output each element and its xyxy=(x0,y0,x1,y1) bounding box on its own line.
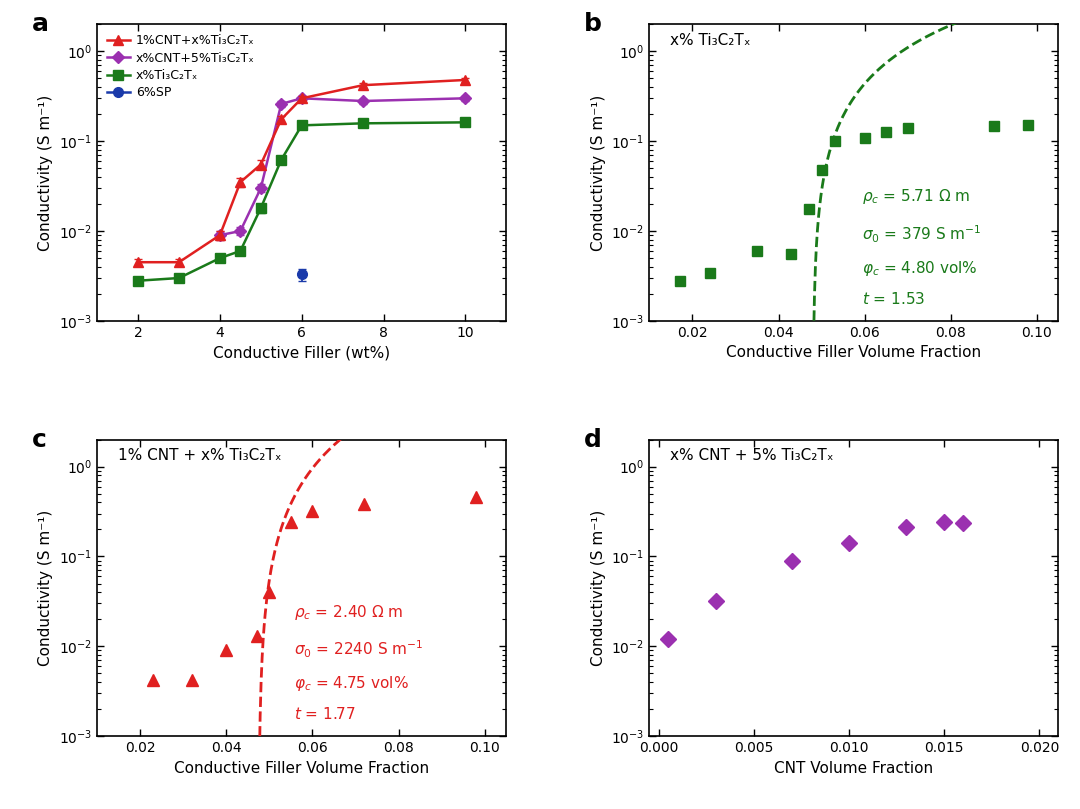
Y-axis label: Conductivity (S m⁻¹): Conductivity (S m⁻¹) xyxy=(591,95,606,251)
Text: b: b xyxy=(584,12,602,36)
Text: x% CNT + 5% Ti₃C₂Tₓ: x% CNT + 5% Ti₃C₂Tₓ xyxy=(670,448,834,464)
Y-axis label: Conductivity (S m⁻¹): Conductivity (S m⁻¹) xyxy=(39,95,54,251)
Text: x% Ti₃C₂Tₓ: x% Ti₃C₂Tₓ xyxy=(670,33,751,49)
Text: $\rho_c$ = 5.71 $\Omega$ m
$\sigma_0$ = 379 S m$^{-1}$
$\varphi_c$ = 4.80 vol%
$: $\rho_c$ = 5.71 $\Omega$ m $\sigma_0$ = … xyxy=(862,188,982,307)
Text: a: a xyxy=(31,12,49,36)
Text: 1% CNT + x% Ti₃C₂Tₓ: 1% CNT + x% Ti₃C₂Tₓ xyxy=(118,448,281,464)
X-axis label: Conductive Filler (wt%): Conductive Filler (wt%) xyxy=(213,345,390,360)
X-axis label: Conductive Filler Volume Fraction: Conductive Filler Volume Fraction xyxy=(727,345,982,360)
Text: $\rho_c$ = 2.40 $\Omega$ m
$\sigma_0$ = 2240 S m$^{-1}$
$\varphi_c$ = 4.75 vol%
: $\rho_c$ = 2.40 $\Omega$ m $\sigma_0$ = … xyxy=(294,603,422,722)
Y-axis label: Conductivity (S m⁻¹): Conductivity (S m⁻¹) xyxy=(39,510,54,666)
X-axis label: CNT Volume Fraction: CNT Volume Fraction xyxy=(774,760,933,776)
X-axis label: Conductive Filler Volume Fraction: Conductive Filler Volume Fraction xyxy=(174,760,429,776)
Legend: 1%CNT+x%Ti₃C₂Tₓ, x%CNT+5%Ti₃C₂Tₓ, x%Ti₃C₂Tₓ, 6%SP: 1%CNT+x%Ti₃C₂Tₓ, x%CNT+5%Ti₃C₂Tₓ, x%Ti₃C… xyxy=(104,31,258,103)
Text: d: d xyxy=(584,428,602,451)
Text: c: c xyxy=(31,428,46,451)
Y-axis label: Conductivity (S m⁻¹): Conductivity (S m⁻¹) xyxy=(591,510,606,666)
